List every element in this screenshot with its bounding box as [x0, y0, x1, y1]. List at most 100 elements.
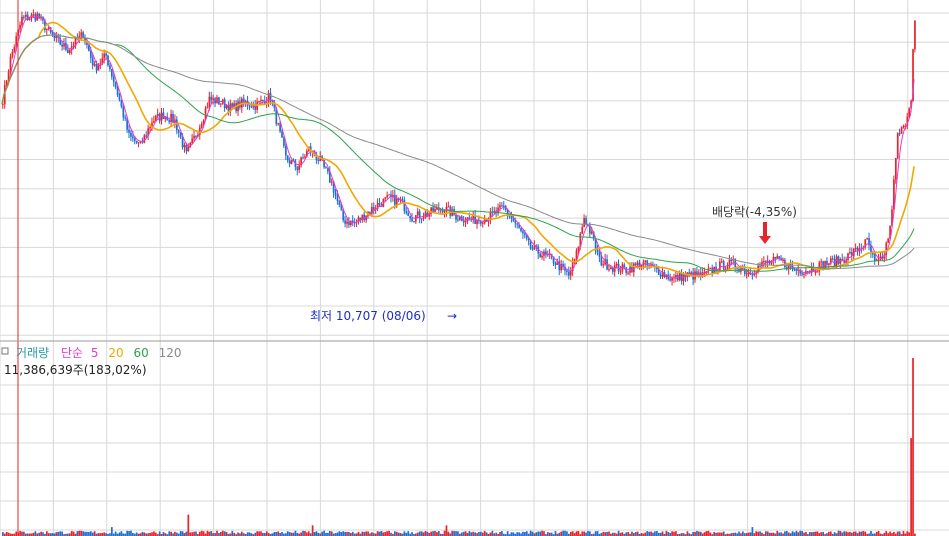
- candle-body: [122, 106, 125, 118]
- volume-bar: [717, 532, 719, 536]
- volume-bar: [487, 533, 490, 536]
- volume-bar: [72, 531, 75, 536]
- candle-body: [36, 13, 39, 21]
- ma120-line: [1, 34, 915, 270]
- volume-bar: [413, 533, 415, 536]
- candle-body: [208, 96, 211, 108]
- volume-bar: [105, 533, 107, 536]
- volume-bar: [669, 532, 672, 536]
- volume-bar: [562, 530, 564, 536]
- candle-body: [499, 205, 501, 208]
- candle-body: [114, 81, 117, 88]
- volume-bar: [244, 534, 247, 536]
- candle-body: [80, 32, 83, 36]
- candle-body: [816, 271, 819, 273]
- candle-body: [828, 263, 830, 265]
- volume-bar: [594, 531, 597, 536]
- candle-body: [407, 212, 410, 216]
- volume-bar: [45, 531, 48, 536]
- candle-body: [594, 238, 597, 250]
- volume-bar: [784, 531, 786, 536]
- volume-bar: [363, 531, 366, 536]
- volume-bar: [298, 533, 301, 536]
- volume-bar: [617, 530, 620, 536]
- volume-bar: [187, 514, 190, 536]
- candle-body: [648, 265, 651, 267]
- volume-bar: [311, 525, 314, 536]
- volume-bar: [306, 532, 308, 536]
- candle-body: [533, 245, 536, 250]
- volume-bar: [705, 531, 708, 536]
- candle-body: [340, 205, 343, 210]
- volume-bar: [728, 533, 731, 536]
- candle-body: [103, 53, 106, 59]
- volume-bar: [480, 531, 482, 536]
- candle-body: [82, 32, 85, 39]
- candle-body: [558, 261, 561, 271]
- volume-bar: [9, 533, 12, 536]
- candle-body: [778, 256, 781, 259]
- candle-body: [369, 211, 371, 214]
- volume-bar: [416, 532, 419, 536]
- volume-bar: [478, 531, 480, 536]
- candle-body: [481, 223, 484, 225]
- volume-bar: [88, 531, 90, 536]
- volume-bar: [808, 532, 811, 536]
- volume-bar: [665, 530, 668, 536]
- candle-body: [669, 279, 672, 281]
- candle-body: [361, 214, 364, 220]
- volume-bar: [793, 532, 796, 536]
- candle-body: [617, 263, 620, 272]
- volume-bar: [428, 532, 431, 536]
- candle-body: [198, 127, 201, 136]
- candle-body: [233, 103, 236, 108]
- volume-bar: [741, 531, 744, 536]
- candle-body: [759, 265, 761, 267]
- volume-bar: [566, 531, 568, 536]
- candle-body: [843, 259, 846, 263]
- volume-bar: [590, 534, 593, 536]
- volume-bar: [153, 531, 155, 536]
- volume-bar: [166, 534, 169, 536]
- candle-body: [671, 277, 673, 281]
- volume-bar: [495, 532, 498, 536]
- volume-bar: [160, 533, 163, 536]
- volume-bar: [474, 532, 477, 536]
- candle-body: [9, 56, 12, 72]
- volume-bar: [497, 533, 499, 536]
- volume-bar: [40, 531, 42, 536]
- volume-bar: [508, 534, 511, 536]
- candle-body: [124, 117, 127, 119]
- candle-body: [780, 258, 782, 261]
- volume-bar: [351, 531, 354, 536]
- candle-body: [279, 123, 281, 132]
- candle-body: [112, 76, 115, 82]
- candle-body: [646, 260, 649, 266]
- volume-bar: [227, 533, 230, 536]
- candle-body: [254, 104, 257, 110]
- candle-body: [633, 263, 635, 273]
- candle-body: [455, 214, 457, 220]
- volume-bar: [181, 531, 184, 536]
- volume-bar: [277, 531, 280, 536]
- volume-bar: [598, 533, 601, 536]
- candle-body: [506, 209, 509, 215]
- candle-body: [323, 159, 325, 168]
- volume-bar: [63, 534, 65, 536]
- candle-body: [835, 256, 838, 267]
- candle-body: [116, 87, 119, 95]
- candle-body: [416, 211, 419, 216]
- volume-bar: [332, 533, 335, 536]
- volume-bar: [686, 531, 689, 536]
- candle-body: [86, 42, 88, 45]
- candle-body: [659, 274, 662, 277]
- volume-bar: [128, 531, 130, 536]
- candle-body: [596, 249, 599, 253]
- volume-bar: [694, 531, 696, 536]
- volume-bar: [476, 533, 478, 536]
- volume-bar: [176, 532, 178, 536]
- volume-bar: [177, 533, 180, 536]
- volume-bar: [189, 532, 192, 536]
- volume-bar: [145, 533, 148, 536]
